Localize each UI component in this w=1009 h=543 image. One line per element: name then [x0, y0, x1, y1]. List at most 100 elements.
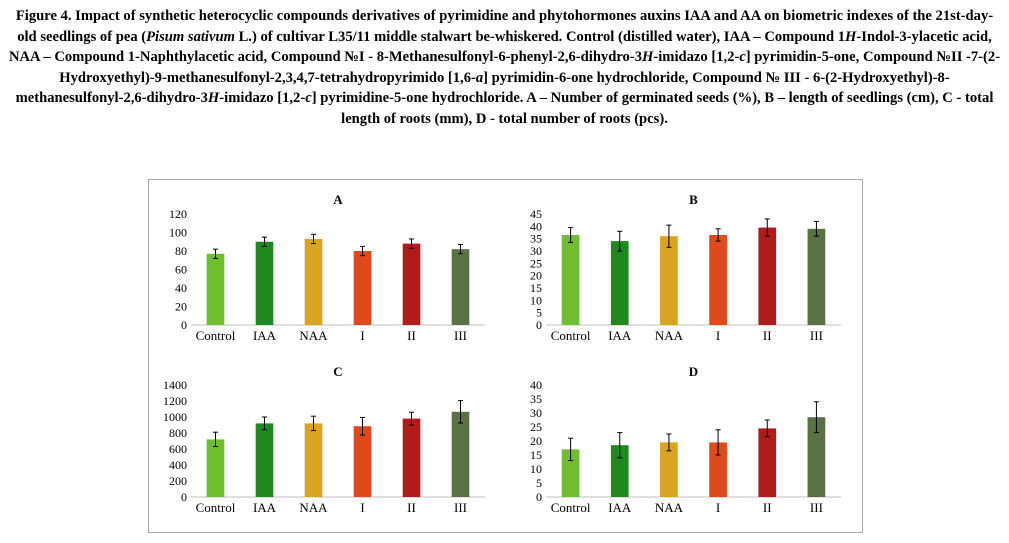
- category-label: NAA: [655, 500, 684, 515]
- y-tick-label: 15: [530, 281, 542, 295]
- category-label: I: [716, 328, 720, 343]
- y-tick-label: 1000: [163, 410, 187, 424]
- chart-title: C: [333, 364, 342, 379]
- category-label: I: [716, 500, 720, 515]
- caption-text: -imidazo [1,2-: [219, 90, 306, 106]
- bar: [304, 238, 323, 325]
- y-tick-label: 400: [169, 458, 187, 472]
- bar: [255, 241, 274, 325]
- y-tick-label: 30: [530, 406, 542, 420]
- y-tick-label: 600: [169, 442, 187, 456]
- bar: [807, 417, 826, 497]
- category-label: IAA: [608, 328, 632, 343]
- bar: [402, 418, 421, 497]
- caption-italic: H: [642, 49, 654, 65]
- bar: [758, 227, 777, 325]
- y-tick-label: 120: [169, 207, 187, 221]
- bar: [709, 234, 727, 325]
- y-tick-label: 0: [181, 318, 187, 332]
- bar: [206, 253, 225, 325]
- caption-italic: a: [475, 69, 484, 86]
- category-label: IAA: [253, 500, 277, 515]
- y-tick-label: 100: [169, 226, 187, 240]
- bar: [353, 251, 372, 325]
- category-label: III: [810, 328, 823, 343]
- y-tick-label: 45: [530, 207, 542, 221]
- caption-italic: H: [845, 28, 857, 45]
- y-tick-label: 5: [536, 476, 542, 490]
- y-tick-label: 35: [530, 232, 542, 246]
- bar: [206, 439, 225, 497]
- y-tick-label: 1200: [163, 394, 187, 408]
- y-tick-label: 200: [169, 474, 187, 488]
- category-label: II: [407, 500, 416, 515]
- category-label: III: [454, 500, 467, 515]
- category-label: Control: [551, 500, 591, 515]
- category-label: I: [360, 500, 364, 515]
- chart-title: D: [689, 364, 698, 379]
- y-tick-label: 800: [169, 426, 187, 440]
- bar: [255, 423, 274, 497]
- y-tick-label: 1400: [163, 378, 187, 392]
- category-label: Control: [196, 328, 236, 343]
- bar: [304, 423, 323, 497]
- caption-italic: H: [207, 90, 220, 106]
- chart-area: A 0 20 40 60 80 100 120 Control IAA NAA I II III B 0 5 10…: [148, 179, 863, 533]
- bar: [610, 445, 629, 497]
- figure-caption: Figure 4. Impact of synthetic heterocycl…: [8, 6, 1001, 129]
- category-label: III: [454, 328, 467, 343]
- y-tick-label: 20: [530, 434, 542, 448]
- caption-italic: Pisum sativum: [146, 28, 235, 45]
- caption-text: Figure 4. Impact of synthetic heterocycl…: [15, 8, 994, 45]
- caption-italic: c: [305, 90, 312, 106]
- bar: [451, 411, 470, 497]
- y-tick-label: 80: [175, 244, 187, 258]
- y-tick-label: 40: [530, 378, 542, 392]
- y-tick-label: 15: [530, 448, 542, 462]
- category-label: Control: [551, 328, 591, 343]
- y-tick-label: 60: [175, 263, 187, 277]
- bar: [561, 234, 580, 325]
- y-tick-label: 10: [530, 293, 542, 307]
- y-tick-label: 40: [530, 219, 542, 233]
- y-tick-label: 20: [530, 269, 542, 283]
- bar: [561, 449, 580, 497]
- bar: [660, 236, 678, 325]
- caption-text: -imidazo [1,2-: [653, 49, 740, 65]
- caption-text: ] pyrimidine-5-one hydrochloride. A – Nu…: [311, 90, 994, 127]
- category-label: IAA: [608, 500, 632, 515]
- category-label: II: [407, 328, 416, 343]
- bar: [660, 442, 678, 497]
- bar: [807, 228, 826, 325]
- caption-text: -Indol-3-ylacetic acid, NAA – Compound 1…: [8, 28, 992, 66]
- category-label: I: [360, 328, 364, 343]
- caption-text: L.) of cultivar L35/11 middle stalwart b…: [234, 28, 846, 45]
- y-tick-label: 35: [530, 392, 542, 406]
- y-tick-label: 30: [530, 244, 542, 258]
- chart-title: A: [333, 192, 343, 207]
- y-tick-label: 25: [530, 256, 542, 270]
- caption-text: ] pyrimidin-6-one hydrochloride, Compoun…: [15, 69, 950, 107]
- category-label: II: [763, 328, 772, 343]
- category-label: NAA: [299, 328, 328, 343]
- category-label: NAA: [299, 500, 328, 515]
- caption-text: ] pyrimidin-5-one, Compound №II -7-(2-Hy…: [59, 49, 1001, 86]
- category-label: IAA: [253, 328, 277, 343]
- category-label: NAA: [655, 328, 684, 343]
- y-tick-label: 20: [175, 300, 187, 314]
- bar: [402, 243, 421, 325]
- category-label: Control: [196, 500, 236, 515]
- y-tick-label: 25: [530, 420, 542, 434]
- y-tick-label: 40: [175, 281, 187, 295]
- bar: [758, 428, 777, 497]
- y-tick-label: 0: [536, 318, 542, 332]
- y-tick-label: 10: [530, 462, 542, 476]
- category-label: III: [810, 500, 823, 515]
- y-tick-label: 0: [181, 490, 187, 504]
- bar: [451, 249, 470, 325]
- y-tick-label: 0: [536, 490, 542, 504]
